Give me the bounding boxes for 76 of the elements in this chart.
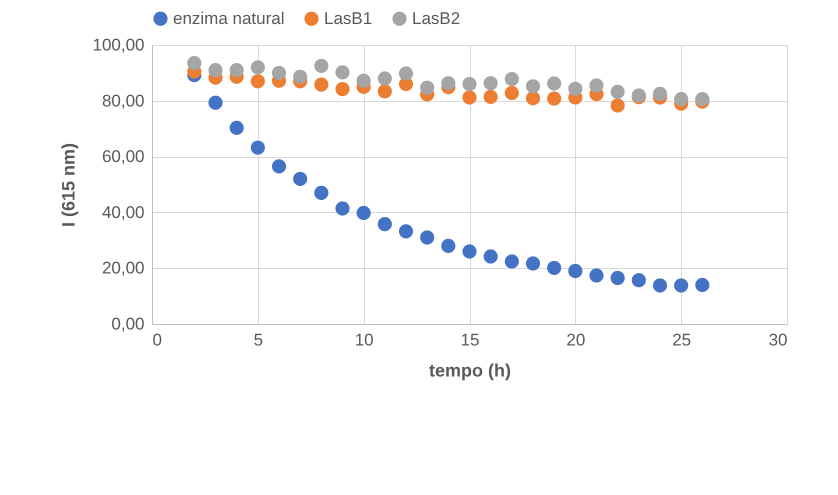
y-tick-label: 20,00 (102, 258, 144, 278)
y-tick-label: 60,00 (102, 147, 144, 166)
point (356, 206, 371, 220)
point (695, 278, 710, 292)
legend-label: LasB2 (412, 8, 460, 28)
y-tick-label: 100,00 (92, 36, 144, 54)
legend-label: LasB1 (324, 8, 372, 28)
legend-label: enzima natural (173, 8, 285, 28)
point (652, 278, 668, 293)
point (568, 82, 582, 96)
point (441, 238, 456, 253)
point (547, 260, 562, 275)
point (208, 96, 223, 110)
point (335, 201, 350, 216)
y-tick-label: 80,00 (102, 91, 144, 110)
point (462, 90, 477, 105)
x-tick-label: 25 (672, 330, 692, 350)
point (526, 256, 540, 271)
point (674, 92, 688, 106)
point (314, 58, 328, 73)
point (272, 66, 286, 80)
point (504, 254, 519, 269)
x-tick-label: 5 (254, 330, 264, 350)
point (484, 249, 498, 264)
y-tick-label: 40,00 (102, 202, 144, 222)
point (250, 60, 265, 74)
point (187, 56, 202, 70)
point (610, 98, 625, 113)
x-tick-label: 0 (152, 330, 162, 350)
point (462, 77, 477, 92)
point (230, 63, 244, 78)
point (378, 217, 392, 232)
point (674, 278, 688, 293)
point (610, 84, 625, 99)
point (568, 264, 582, 278)
point (335, 65, 350, 80)
point (484, 90, 498, 104)
point (230, 120, 244, 135)
point (610, 270, 625, 286)
point (462, 244, 477, 259)
point (293, 172, 308, 186)
x-tick-label: 10 (354, 330, 374, 350)
point (484, 76, 498, 90)
point (589, 78, 604, 93)
x-tick-label: 15 (460, 330, 480, 350)
point (272, 159, 286, 174)
point (526, 79, 540, 94)
x-axis-title: tempo (h) (429, 360, 511, 380)
point (208, 63, 223, 78)
point (378, 71, 392, 86)
point (420, 230, 434, 245)
point (356, 74, 371, 88)
point (632, 273, 646, 288)
y-axis-title: I (615 nm) (58, 142, 79, 228)
point (504, 72, 519, 86)
point (250, 74, 265, 88)
point (335, 82, 350, 96)
point (420, 80, 434, 95)
point (547, 92, 562, 106)
point (547, 76, 562, 91)
point (314, 78, 328, 92)
x-tick-label: 20 (566, 330, 586, 350)
point (652, 86, 668, 101)
point (398, 224, 414, 238)
point (441, 76, 456, 90)
point (526, 91, 540, 106)
point (695, 92, 710, 106)
point (398, 66, 414, 81)
point (378, 84, 392, 98)
point (504, 86, 519, 100)
point (250, 140, 265, 155)
point (314, 186, 328, 200)
point (293, 70, 308, 84)
point (589, 268, 604, 283)
y-tick-label: 0,00 (111, 314, 144, 334)
x-tick-label: 30 (768, 330, 788, 350)
